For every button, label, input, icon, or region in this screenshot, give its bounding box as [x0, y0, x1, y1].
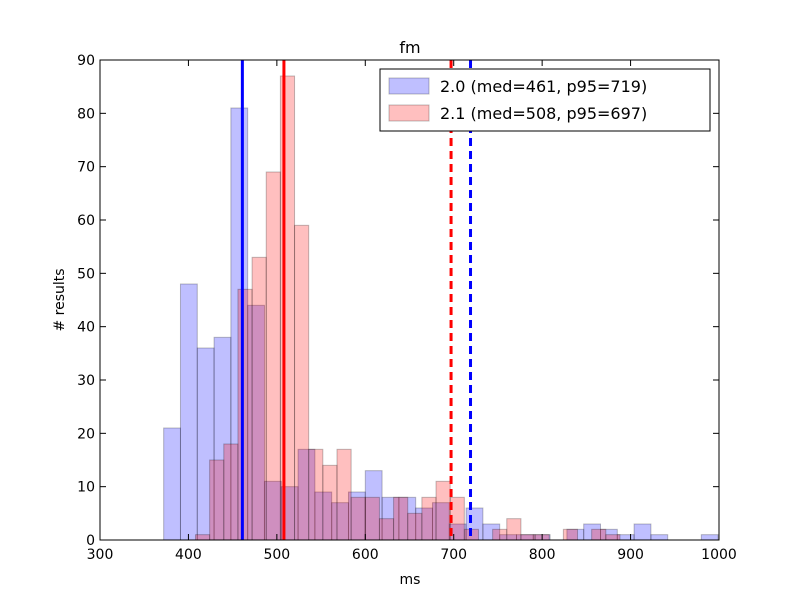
x-tick-label-0: 300 — [87, 547, 114, 563]
y-tick-label-3: 30 — [77, 373, 95, 389]
y-tick-label-2: 20 — [77, 426, 95, 442]
y-tick-label-8: 80 — [77, 106, 95, 122]
series-1-bar-10 — [336, 448, 352, 541]
series-1-bar-13 — [378, 518, 395, 541]
legend-box — [379, 68, 711, 132]
series-0-bar-0 — [163, 427, 181, 541]
y-tick-label-0: 0 — [86, 533, 95, 549]
axes: 300 400 500 600 700 800 900 1000 0 10 20 30 40 50 60 70… — [77, 53, 737, 563]
series-1-bar-12 — [364, 496, 380, 541]
series-1-bar-7 — [294, 224, 310, 541]
series-1-bar-17 — [435, 480, 451, 541]
plot-frame — [99, 59, 720, 541]
y-tick-label-9: 90 — [77, 53, 95, 69]
plot-area — [100, 60, 719, 540]
series-1-bar-23 — [520, 534, 536, 541]
series-1-bar-2 — [223, 443, 239, 541]
series-1-bar-11 — [350, 496, 366, 541]
series-0-bars — [163, 107, 719, 541]
y-axis-label: # results — [52, 268, 68, 331]
x-tick-label-2: 500 — [263, 547, 290, 563]
y-tick-label-6: 60 — [77, 213, 95, 229]
series-1-bar-1 — [209, 459, 225, 541]
series-0-bar-1 — [179, 283, 198, 541]
series-1-bar-29 — [605, 534, 621, 541]
series-0-bar-29 — [650, 534, 669, 541]
series-1-bar-8 — [308, 448, 324, 541]
plot-background — [100, 60, 719, 540]
y-tick-label-4: 40 — [77, 320, 95, 336]
x-tick-label-7: 1000 — [701, 547, 737, 563]
series-1-bar-5 — [265, 171, 281, 541]
series-1-bar-28 — [591, 528, 607, 541]
x-tick-label-1: 400 — [175, 547, 202, 563]
series-1-bar-9 — [322, 464, 338, 541]
x-tick-label-3: 600 — [352, 547, 379, 563]
y-tick-label-1: 10 — [77, 480, 95, 496]
series-0-bar-32 — [700, 534, 719, 541]
legend-swatch-0 — [388, 77, 430, 95]
x-tick-label-5: 800 — [529, 547, 556, 563]
series-1-bar-14 — [393, 496, 409, 541]
series-1-bar-26 — [562, 528, 579, 541]
reference-lines — [240, 60, 473, 540]
series-1-bar-22 — [506, 518, 522, 541]
x-tick-label-4: 700 — [440, 547, 467, 563]
legend-label-0: 2.0 (med=461, p95=719) — [440, 77, 647, 96]
x-axis-label: ms — [400, 572, 421, 588]
series-1-bar-15 — [407, 512, 423, 541]
series-1-bar-16 — [421, 496, 437, 541]
legend-swatch-1 — [388, 104, 430, 122]
y-tick-label-7: 70 — [77, 160, 95, 176]
chart-title: fm — [399, 38, 420, 57]
legend-label-1: 2.1 (med=508, p95=697) — [440, 104, 647, 123]
series-1-bar-21 — [492, 528, 508, 541]
y-tick-label-5: 50 — [77, 266, 95, 282]
x-tick-label-6: 900 — [617, 547, 644, 563]
series-1-bar-3 — [237, 288, 253, 541]
series-0-bar-28 — [633, 523, 652, 541]
legend: 2.0 (med=461, p95=719) 2.1 (med=508, p95=… — [379, 68, 711, 132]
series-1-bar-4 — [251, 256, 267, 541]
series-1-bar-0 — [195, 534, 211, 541]
